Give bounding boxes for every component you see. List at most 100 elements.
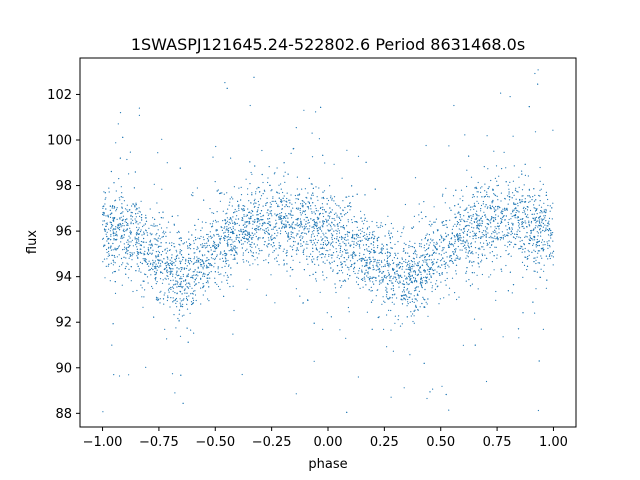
data-point [248,234,251,236]
data-point [450,244,452,246]
data-point [317,239,319,241]
data-point [344,236,346,238]
data-point [539,180,541,182]
data-point [365,284,367,286]
data-point [470,243,472,245]
data-point [323,197,325,200]
data-point [357,277,360,279]
data-point [543,218,545,220]
data-point [139,215,141,217]
data-point [155,273,157,275]
data-point [214,246,216,249]
data-point [324,236,326,238]
data-point [423,254,425,256]
data-point [216,190,218,192]
data-point [516,191,518,193]
data-point [113,207,115,209]
data-point [192,302,194,304]
data-point [228,204,230,206]
data-point [464,244,466,246]
data-point [196,248,198,251]
data-point [297,225,299,227]
data-point [330,267,332,269]
data-point [463,228,465,230]
data-point [115,248,117,250]
data-point [276,235,278,237]
data-point [357,236,359,238]
data-point [528,220,530,222]
data-point [411,300,413,303]
data-point [109,205,111,207]
data-point [209,208,211,210]
data-point [197,267,199,269]
data-point [424,271,426,273]
data-point [454,223,456,225]
data-point [165,252,167,254]
data-point [143,246,145,248]
data-point [221,281,223,283]
data-point [174,264,176,266]
data-point [473,318,476,320]
data-point [157,297,159,299]
data-point [504,244,506,246]
data-point [148,269,150,271]
data-point [538,240,541,242]
data-point [523,264,526,266]
data-point [524,251,526,253]
data-point [500,220,502,222]
data-point [358,245,360,247]
data-point [339,207,341,209]
data-point [114,247,116,249]
data-point [547,234,550,236]
data-point [168,283,170,285]
data-point [545,194,547,196]
data-point [481,222,483,224]
data-point [419,267,421,269]
data-point [455,259,457,261]
data-point [160,242,162,244]
data-point [538,360,540,362]
data-point [179,291,182,293]
data-point [541,257,543,259]
data-point [468,229,470,231]
data-point [301,237,303,239]
data-point [251,246,253,248]
data-point [214,262,216,264]
data-point [186,327,188,329]
data-point [396,257,399,259]
data-point [539,215,542,217]
data-point [504,234,506,236]
data-point [373,246,375,249]
data-point [541,221,543,223]
data-point [423,201,425,203]
data-point [125,221,128,224]
data-point [339,243,341,245]
data-point [337,225,339,227]
data-point [153,223,155,225]
data-point [164,262,166,265]
data-point [238,224,240,226]
data-point [406,288,409,290]
data-point [415,289,417,291]
data-point [410,281,412,283]
data-point [234,222,236,224]
data-point [332,234,334,236]
data-point [407,273,410,275]
data-point [386,283,389,285]
data-point [479,224,481,226]
data-point [528,188,530,190]
data-point [252,236,254,239]
data-point [305,233,308,235]
data-point [242,205,244,207]
data-point [283,162,285,164]
data-point [504,235,506,237]
data-point [473,204,476,206]
data-point [251,194,253,196]
data-point [491,201,493,203]
data-point [389,237,391,239]
data-point [512,284,515,286]
data-point [416,254,418,256]
data-point [120,236,123,238]
